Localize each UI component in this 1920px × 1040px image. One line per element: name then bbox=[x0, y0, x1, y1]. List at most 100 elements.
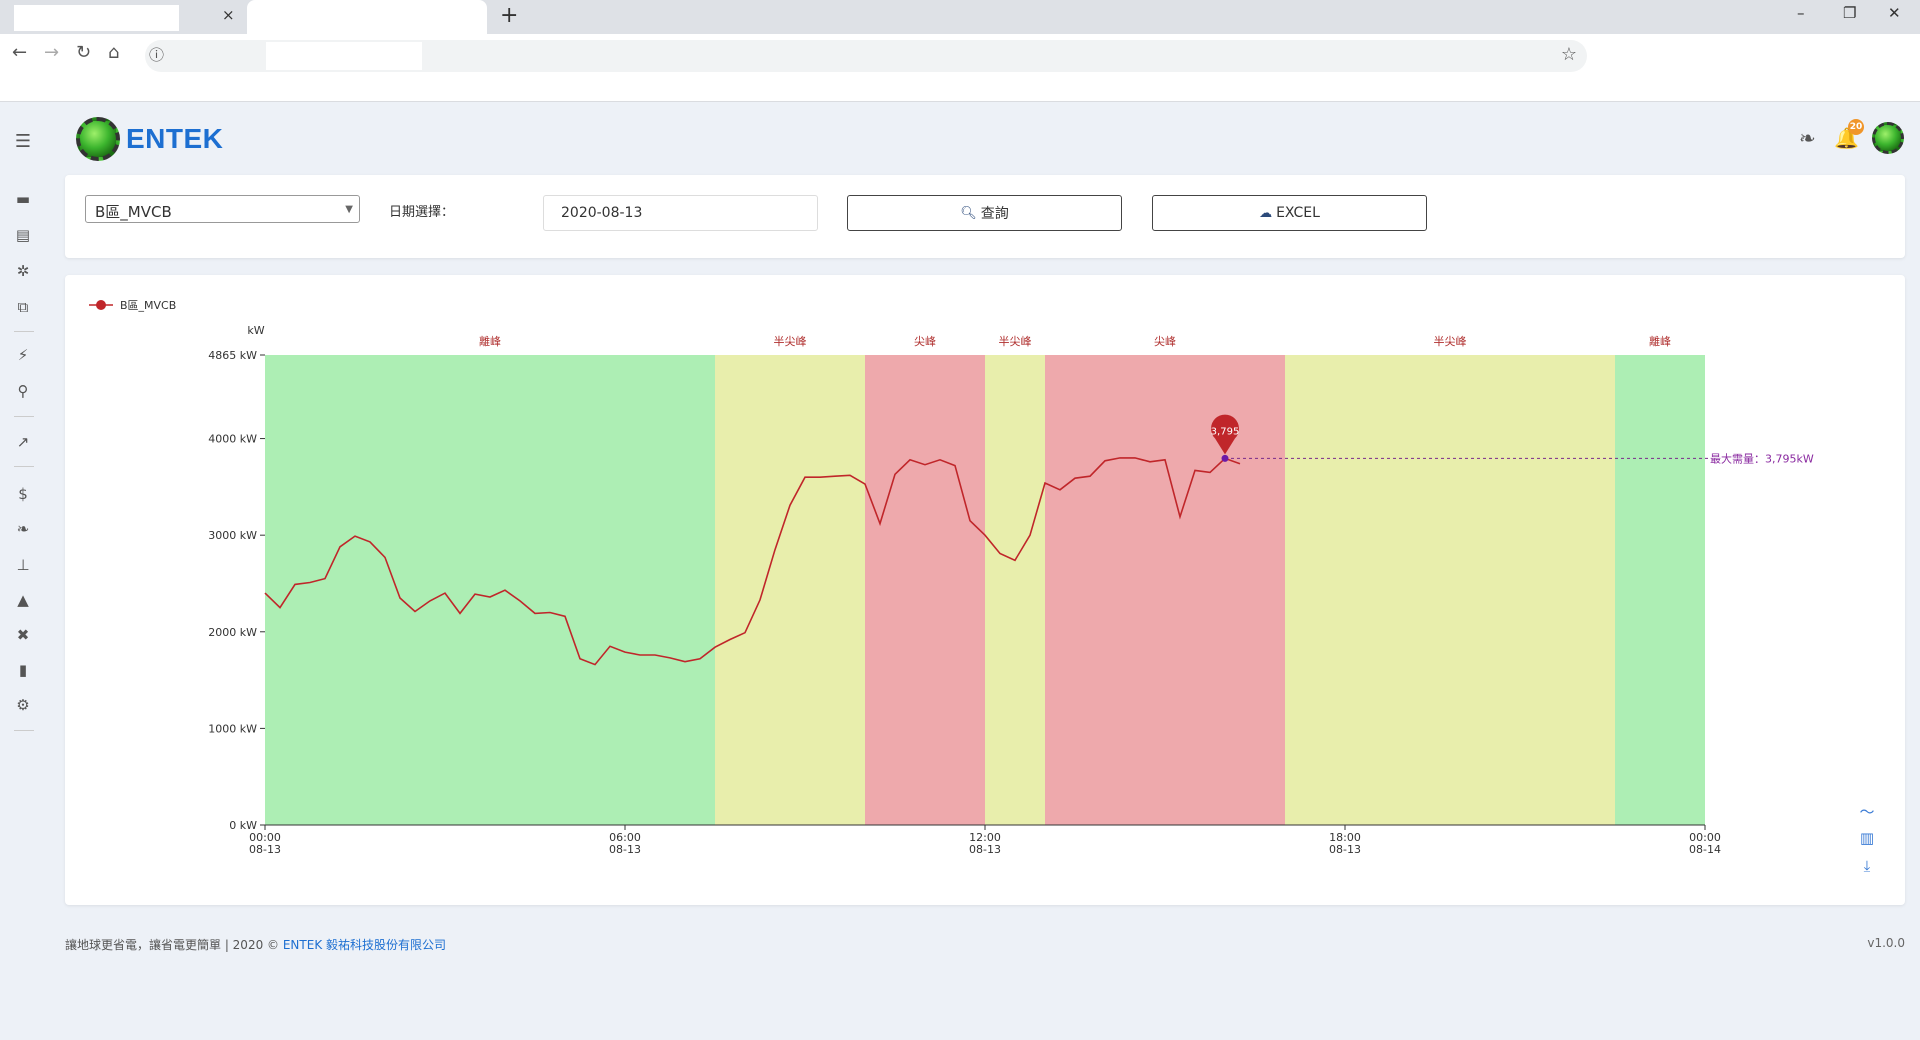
sidebar: ☰ ▬ ▤ ✲ ⧉ ⚡ ⚲ ↗ $ ❧ ⊥ ▲ ✖ ▮ ⚙ bbox=[0, 103, 48, 1040]
alert-icon[interactable]: ▲ bbox=[17, 591, 29, 609]
date-label: 日期選擇： bbox=[389, 205, 455, 220]
notification-badge: 20 bbox=[1848, 119, 1864, 135]
demand-chart: 離峰 半尖峰 尖峰 半尖峰 尖峰 半尖峰 離峰 kW 0 kW 1000 kW 2000 kW 30… bbox=[89, 299, 1814, 856]
excel-button-label: EXCEL bbox=[1276, 205, 1320, 221]
trend-chart-icon[interactable]: ↗ bbox=[16, 433, 30, 451]
date-input[interactable]: 2020-08-13 bbox=[543, 195, 818, 231]
tariff-band-label: 尖峰 bbox=[914, 335, 936, 348]
url-text bbox=[266, 42, 422, 70]
map-icon[interactable]: ▤ bbox=[15, 226, 31, 244]
tariff-band bbox=[1045, 355, 1285, 825]
tariff-band-label: 半尖峰 bbox=[1434, 334, 1467, 348]
reload-icon[interactable]: ↻ bbox=[76, 42, 92, 63]
x-tick-time: 00:00 bbox=[1689, 831, 1721, 844]
chart-panel: 離峰 半尖峰 尖峰 半尖峰 尖峰 半尖峰 離峰 kW 0 kW 1000 kW 2000 kW 30… bbox=[65, 275, 1905, 905]
url-field[interactable]: ⓘ ☆ bbox=[145, 40, 1587, 72]
back-icon[interactable]: ← bbox=[12, 42, 28, 63]
site-info-icon[interactable]: ⓘ bbox=[149, 46, 165, 64]
tariff-band bbox=[715, 355, 865, 825]
x-tick-time: 00:00 bbox=[249, 831, 281, 844]
y-tick-label: 1000 kW bbox=[208, 722, 257, 735]
company-link[interactable]: ENTEK 毅祐科技股份有限公司 bbox=[282, 938, 446, 952]
tools-icon[interactable]: ✖ bbox=[16, 626, 30, 644]
restore-icon[interactable]: ❐ bbox=[1843, 4, 1857, 22]
footer: 讓地球更省電，讓省電更簡單 | 2020 © ENTEK 毅祐科技股份有限公司 bbox=[65, 936, 446, 953]
tariff-band bbox=[865, 355, 985, 825]
tariff-band-label: 半尖峰 bbox=[774, 334, 807, 348]
meter-select-value: B區_MVCB bbox=[95, 203, 172, 221]
x-tick-date: 08-13 bbox=[249, 843, 281, 856]
chevron-down-icon: ▼ bbox=[345, 204, 353, 215]
meter-select[interactable]: B區_MVCB ▼ bbox=[85, 195, 360, 223]
menu-toggle-icon[interactable]: ☰ bbox=[14, 131, 32, 152]
query-button-label: 查詢 bbox=[980, 206, 1009, 222]
sidebar-divider bbox=[14, 416, 34, 417]
search-icon[interactable]: ⚲ bbox=[17, 382, 29, 400]
line-chart-toggle-icon[interactable]: 〜 bbox=[1859, 803, 1875, 821]
tariff-band-label: 半尖峰 bbox=[999, 334, 1032, 348]
browser-address-bar: ← → ↻ ⌂ ⓘ ☆ bbox=[0, 34, 1920, 102]
max-demand-pin-icon bbox=[1211, 414, 1240, 455]
filter-panel: B區_MVCB ▼ 日期選擇： 2020-08-13 🔍︎ 查詢 ☁ EXCEL bbox=[65, 175, 1905, 258]
x-tick-date: 08-13 bbox=[969, 843, 1001, 856]
settings-gear-icon[interactable]: ⚙ bbox=[16, 696, 30, 714]
tariff-band bbox=[985, 355, 1045, 825]
power-icon[interactable]: ⚡ bbox=[17, 346, 29, 364]
devices-icon[interactable]: ⧉ bbox=[17, 298, 29, 316]
book-icon[interactable]: ▮ bbox=[18, 661, 28, 679]
logo-globe-icon bbox=[76, 117, 120, 161]
forward-icon[interactable]: → bbox=[44, 42, 60, 63]
sidebar-divider bbox=[14, 466, 34, 467]
sidebar-divider bbox=[14, 331, 34, 332]
home-icon[interactable]: ⌂ bbox=[108, 42, 120, 63]
y-axis-unit: kW bbox=[247, 324, 264, 337]
browser-tab-bar: × + – ❐ ✕ bbox=[0, 0, 1920, 34]
download-icon[interactable]: ⤓ bbox=[1863, 857, 1871, 875]
tariff-band-label: 尖峰 bbox=[1154, 335, 1176, 348]
excel-export-button[interactable]: ☁ EXCEL bbox=[1152, 195, 1427, 231]
new-tab-icon[interactable]: + bbox=[500, 3, 519, 28]
cost-icon[interactable]: $ bbox=[18, 485, 28, 503]
query-button[interactable]: 🔍︎ 查詢 bbox=[847, 195, 1122, 231]
max-demand-point bbox=[1221, 454, 1229, 462]
cloud-download-icon: ☁ bbox=[1259, 205, 1273, 221]
y-tick-label: 2000 kW bbox=[208, 626, 257, 639]
x-tick-date: 08-13 bbox=[1329, 843, 1361, 856]
sidebar-divider bbox=[14, 730, 34, 731]
leaf-icon[interactable]: ❧ bbox=[1799, 126, 1816, 150]
tab-title bbox=[14, 5, 179, 31]
fan-icon[interactable]: ✲ bbox=[16, 262, 30, 280]
search-icon: 🔍︎ bbox=[960, 205, 977, 221]
tariff-band-label: 離峰 bbox=[1649, 334, 1671, 348]
tariff-band-label: 離峰 bbox=[479, 334, 501, 348]
brand-logo[interactable]: ENTEK bbox=[76, 116, 223, 162]
tariff-band bbox=[265, 355, 715, 825]
tab-close-icon[interactable]: × bbox=[222, 6, 235, 24]
y-tick-label: 4000 kW bbox=[208, 433, 257, 446]
leaf-icon[interactable]: ❧ bbox=[16, 520, 30, 538]
version-label: v1.0.0 bbox=[1867, 936, 1905, 950]
window-close-icon[interactable]: ✕ bbox=[1888, 4, 1901, 22]
footer-slogan: 讓地球更省電，讓省電更簡單 | 2020 © bbox=[65, 938, 283, 952]
dashboard-icon[interactable]: ▬ bbox=[15, 190, 31, 208]
x-tick-date: 08-13 bbox=[609, 843, 641, 856]
browser-tab-inactive[interactable]: × bbox=[0, 0, 245, 34]
x-tick-date: 08-14 bbox=[1689, 843, 1721, 856]
brand-name: ENTEK bbox=[126, 123, 224, 154]
y-tick-label: 3000 kW bbox=[208, 529, 257, 542]
bar-chart-toggle-icon[interactable]: ▥ bbox=[1859, 829, 1875, 847]
minimize-icon[interactable]: – bbox=[1797, 4, 1805, 22]
legend-marker bbox=[96, 300, 106, 310]
x-tick-time: 12:00 bbox=[969, 831, 1001, 844]
max-demand-pin-label: 3,795 bbox=[1211, 426, 1240, 437]
tariff-band bbox=[1615, 355, 1705, 825]
browser-tab-active[interactable] bbox=[247, 0, 487, 34]
tariff-band bbox=[1285, 355, 1615, 825]
sitemap-icon[interactable]: ⊥ bbox=[16, 556, 30, 574]
bookmark-star-icon[interactable]: ☆ bbox=[1560, 44, 1577, 65]
x-tick-time: 06:00 bbox=[609, 831, 641, 844]
legend-label: B區_MVCB bbox=[120, 299, 176, 312]
max-demand-label: 最大需量：3,795kW bbox=[1710, 451, 1814, 465]
user-avatar[interactable] bbox=[1872, 122, 1904, 154]
x-tick-time: 18:00 bbox=[1329, 831, 1361, 844]
